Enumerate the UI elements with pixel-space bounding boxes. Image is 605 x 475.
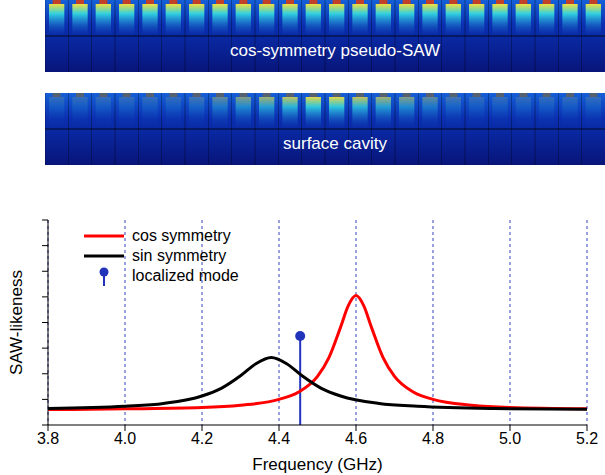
svg-text:4.4: 4.4	[268, 430, 290, 447]
svg-text:SAW-likeness: SAW-likeness	[7, 270, 26, 375]
svg-text:4.6: 4.6	[345, 430, 367, 447]
svg-text:surface cavity: surface cavity	[283, 134, 387, 153]
svg-text:4.2: 4.2	[191, 430, 213, 447]
svg-text:4.8: 4.8	[422, 430, 444, 447]
svg-text:3.8: 3.8	[37, 430, 59, 447]
svg-text:4.0: 4.0	[114, 430, 136, 447]
svg-text:5.0: 5.0	[499, 430, 521, 447]
svg-text:Frequency (GHz): Frequency (GHz)	[252, 455, 382, 474]
html-text:sin symmetry: sin symmetry	[132, 247, 227, 264]
html-text:localized mode: localized mode	[132, 267, 239, 284]
html-text:cos symmetry: cos symmetry	[132, 227, 231, 244]
svg-text:5.2: 5.2	[576, 430, 598, 447]
svg-text:cos-symmetry pseudo-SAW: cos-symmetry pseudo-SAW	[230, 41, 440, 60]
